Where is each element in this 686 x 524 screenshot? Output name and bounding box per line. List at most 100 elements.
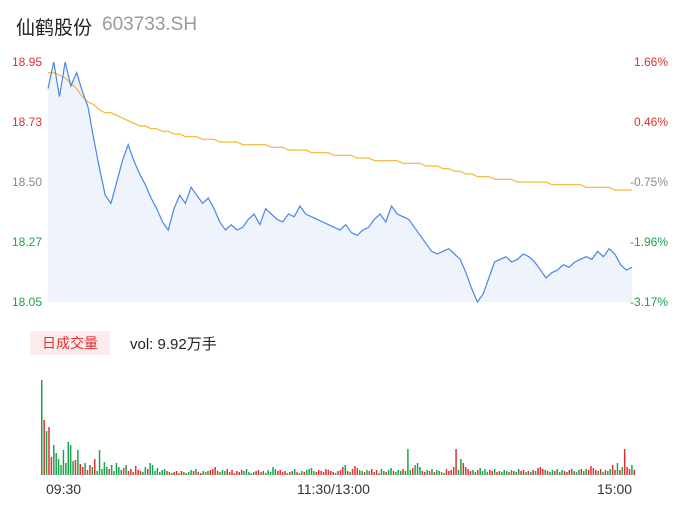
volume-bar — [583, 471, 585, 475]
volume-bar — [308, 469, 310, 475]
volume-bar — [185, 473, 188, 475]
volume-bar — [351, 469, 354, 475]
volume-bar — [375, 470, 378, 475]
volume-bar — [115, 463, 118, 475]
volume-bar — [503, 470, 505, 475]
volume-bar — [219, 472, 221, 475]
y-tick-right-4: -1.96% — [629, 235, 668, 249]
volume-bars — [41, 380, 636, 475]
volume-bar — [462, 463, 465, 475]
volume-bar — [573, 471, 575, 475]
volume-bar — [272, 467, 274, 475]
volume-bar — [240, 470, 243, 475]
volume-bar — [438, 471, 440, 475]
volume-bar — [510, 470, 513, 475]
volume-bar — [578, 470, 580, 475]
volume-badge[interactable]: 日成交量 — [30, 331, 110, 355]
volume-bar — [349, 472, 351, 475]
volume-bar — [595, 470, 597, 475]
volume-bar — [228, 472, 231, 475]
volume-bar — [199, 473, 202, 475]
volume-bar — [621, 467, 624, 475]
volume-bar — [151, 465, 154, 475]
volume-bar — [257, 470, 260, 475]
volume-bar — [202, 471, 204, 475]
volume-bar — [407, 449, 409, 475]
volume-bar — [484, 469, 486, 475]
volume-bar — [390, 468, 392, 475]
volume-bar — [570, 469, 573, 475]
volume-bar — [602, 472, 604, 475]
volume-bar — [233, 473, 236, 475]
volume-bar — [301, 471, 303, 475]
volume-bar — [221, 470, 224, 475]
volume-bar — [363, 472, 366, 475]
volume-bar — [149, 463, 151, 475]
volume-bar — [305, 470, 308, 475]
volume-bar — [120, 470, 122, 475]
volume-bar — [318, 470, 320, 475]
volume-bar — [190, 470, 192, 475]
volume-bar — [457, 470, 460, 475]
volume-bar — [226, 469, 228, 475]
volume-bar — [67, 442, 69, 475]
volume-bar — [313, 471, 315, 475]
volume-bar — [98, 450, 101, 475]
volume-bar — [48, 427, 50, 475]
volume-bar — [286, 473, 289, 475]
volume-bar — [414, 465, 416, 475]
volume-bar — [452, 467, 455, 475]
volume-bar — [55, 453, 57, 475]
volume-bar — [204, 472, 207, 475]
volume-bar — [57, 459, 60, 475]
volume-bar — [110, 465, 113, 475]
y-tick-left-4: 18.27 — [12, 235, 43, 249]
volume-bar — [113, 471, 115, 475]
volume-bar — [77, 450, 79, 475]
stock-code: 603733.SH — [102, 14, 198, 35]
volume-bar — [486, 472, 489, 475]
volume-bar — [245, 469, 248, 475]
volume-bar — [380, 469, 383, 475]
volume-bar — [450, 470, 452, 475]
volume-bar — [539, 467, 542, 475]
volume-bar — [159, 472, 161, 475]
volume-bar — [530, 472, 532, 475]
volume-bar — [130, 469, 132, 475]
volume-bar — [426, 470, 428, 475]
volume-bar — [298, 473, 301, 475]
volume-bar — [209, 470, 212, 475]
volume-bar — [383, 471, 385, 475]
volume-bar — [86, 470, 89, 475]
volume-bar — [166, 471, 168, 475]
volume-bar — [590, 466, 592, 475]
volume-bar — [431, 469, 433, 475]
volume-bar — [207, 471, 209, 475]
volume-bar — [248, 472, 250, 475]
volume-bar — [554, 471, 556, 475]
y-tick-left-2: 18.73 — [12, 115, 43, 129]
volume-bar — [291, 471, 294, 475]
price-area — [48, 62, 632, 302]
volume-bar — [440, 472, 443, 475]
volume-bar — [604, 470, 607, 475]
volume-bar — [587, 470, 590, 475]
volume-bar — [551, 470, 554, 475]
volume-bar — [178, 473, 180, 475]
volume-bar — [469, 471, 472, 475]
volume-bar — [279, 470, 281, 475]
volume-bar — [74, 460, 77, 475]
volume-bar — [580, 469, 583, 475]
volume-bar — [252, 472, 255, 475]
volume-bar — [60, 465, 62, 475]
volume-bar — [332, 472, 334, 475]
volume-bar — [619, 470, 621, 475]
volume-bar — [236, 471, 238, 475]
volume-bar — [472, 470, 474, 475]
volume-bar — [303, 472, 306, 475]
volume-bar — [399, 471, 402, 475]
volume-bar — [255, 471, 257, 475]
volume-bar — [464, 467, 467, 475]
volume-bar — [260, 472, 262, 475]
volume-bar — [175, 471, 178, 475]
